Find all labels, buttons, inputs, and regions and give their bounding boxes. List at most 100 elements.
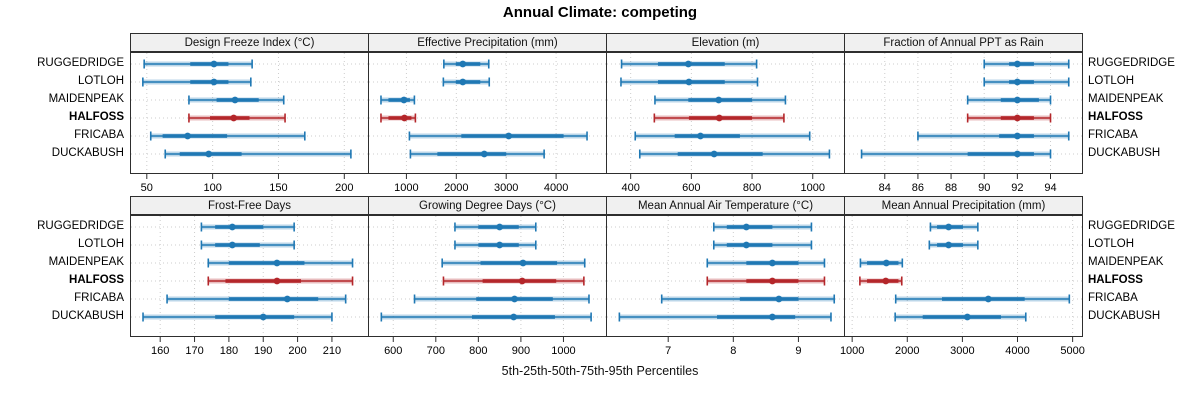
panel-plot-mean-annual-precipitation: 1000 2000 3000 4000 5000 xyxy=(840,215,1085,357)
p25-p75-bar xyxy=(215,315,295,319)
percentile-row-fricaba xyxy=(607,131,844,141)
site-label-left-ruggedridge: RUGGEDRIDGE xyxy=(37,57,124,69)
percentile-row-halfoss xyxy=(607,113,844,123)
axis-tick-label: 92 xyxy=(1011,182,1023,194)
p25-p75-bar xyxy=(967,152,1034,156)
panel-strip-elevation: Elevation (m) xyxy=(606,33,845,52)
median-dot xyxy=(775,295,783,303)
percentile-panel-svg: 1000 2000 3000 4000 xyxy=(369,53,606,194)
percentile-row-fricaba xyxy=(607,294,844,304)
median-dot xyxy=(184,132,192,140)
median-dot xyxy=(273,259,281,267)
site-label-left-maidenpeak: MAIDENPEAK xyxy=(48,93,124,105)
median-dot xyxy=(210,60,218,68)
site-label-left-fricaba: FRICABA xyxy=(74,129,124,141)
axis-tick-label: 1000 xyxy=(551,345,575,357)
p25-p75-bar xyxy=(455,80,481,84)
panel-plot-growing-degree-days: 600 700 800 900 1000 xyxy=(368,215,607,357)
median-dot xyxy=(945,223,953,231)
median-dot xyxy=(205,150,213,158)
panel-strip-frost-free-days: Frost-Free Days xyxy=(130,196,369,215)
percentile-row-ruggedridge xyxy=(845,59,1082,69)
axis-tick-label: 100 xyxy=(203,182,221,194)
percentile-row-maidenpeak xyxy=(845,95,1082,105)
p25-p75-bar xyxy=(210,116,250,120)
median-dot xyxy=(768,277,776,285)
panel-plot-frost-free-days: 160 170 180 190 200 210 xyxy=(130,215,369,357)
percentile-row-lotloh xyxy=(845,240,1082,250)
p25-p75-bar xyxy=(437,152,507,156)
axis-tick-label: 600 xyxy=(384,345,402,357)
axis-tick-label: 4000 xyxy=(544,182,568,194)
site-label-right-duckabush: DUCKABUSH xyxy=(1088,147,1161,159)
site-label-left-halfoss: HALFOSS xyxy=(69,274,124,286)
axis-tick-label: 84 xyxy=(879,182,891,194)
median-dot xyxy=(1013,78,1021,86)
p25-p75-bar xyxy=(480,261,558,265)
site-label-right-halfoss: HALFOSS xyxy=(1088,111,1143,123)
axis-tick-label: 160 xyxy=(151,345,169,357)
strip-title: Effective Precipitation (mm) xyxy=(417,37,558,49)
median-dot xyxy=(519,259,527,267)
p25-p75-bar xyxy=(225,279,302,283)
axis-tick-label: 4000 xyxy=(1005,345,1029,357)
site-label-right-duckabush: DUCKABUSH xyxy=(1088,310,1161,322)
median-dot xyxy=(684,60,692,68)
median-dot xyxy=(459,78,467,86)
p25-p75-bar xyxy=(228,297,319,301)
percentile-row-lotloh xyxy=(845,77,1082,87)
axis-tick-label: 180 xyxy=(220,345,238,357)
panel-strip-design-freeze-index: Design Freeze Index (°C) xyxy=(130,33,369,52)
axis-tick-label: 900 xyxy=(512,345,530,357)
percentile-row-halfoss xyxy=(369,276,606,286)
percentiles-caption: 5th-25th-50th-75th-95th Percentiles xyxy=(501,364,699,378)
median-dot xyxy=(518,277,526,285)
site-label-right-ruggedridge: RUGGEDRIDGE xyxy=(1088,220,1175,232)
percentile-panel-svg: 1000 2000 3000 4000 5000 xyxy=(840,216,1085,357)
percentile-row-lotloh xyxy=(369,77,606,87)
strip-title: Fraction of Annual PPT as Rain xyxy=(883,37,1044,49)
panel-plot-design-freeze-index: 50 100 150 200 xyxy=(130,52,369,194)
panel-plot-elevation: 400 600 800 1000 xyxy=(606,52,845,194)
axis-tick-label: 2000 xyxy=(444,182,468,194)
site-label-right-maidenpeak: MAIDENPEAK xyxy=(1088,256,1164,268)
panel-strip-mean-annual-precipitation: Mean Annual Precipitation (mm) xyxy=(844,196,1083,215)
percentile-row-duckabush xyxy=(131,149,368,159)
p25-p75-bar xyxy=(215,225,264,229)
panel-strip-growing-degree-days: Growing Degree Days (°C) xyxy=(368,196,607,215)
site-label-left-duckabush: DUCKABUSH xyxy=(51,310,124,322)
median-dot xyxy=(496,241,504,249)
p25-p75-bar xyxy=(942,297,1025,301)
axis-tick-label: 94 xyxy=(1044,182,1056,194)
percentile-row-fricaba xyxy=(131,294,368,304)
axis-tick-label: 88 xyxy=(945,182,957,194)
p25-p75-bar xyxy=(1009,62,1034,66)
site-label-left-duckabush: DUCKABUSH xyxy=(51,147,124,159)
percentile-row-fricaba xyxy=(845,131,1082,141)
percentile-row-fricaba xyxy=(845,294,1082,304)
percentile-row-lotloh xyxy=(607,240,844,250)
site-label-left-lotloh: LOTLOH xyxy=(77,75,124,87)
p25-p75-bar xyxy=(677,152,763,156)
axis-tick-label: 2000 xyxy=(895,345,919,357)
median-dot xyxy=(742,241,750,249)
median-dot xyxy=(259,313,267,321)
median-dot xyxy=(505,132,513,140)
median-dot xyxy=(1013,150,1021,158)
axis-tick-label: 86 xyxy=(912,182,924,194)
axis-tick-label: 5000 xyxy=(1060,345,1084,357)
percentile-panel-svg: 7 8 9 xyxy=(607,216,844,357)
median-dot xyxy=(459,60,467,68)
median-dot xyxy=(742,223,750,231)
site-label-left-ruggedridge: RUGGEDRIDGE xyxy=(37,220,124,232)
median-dot xyxy=(882,277,890,285)
percentile-row-duckabush xyxy=(845,312,1082,322)
percentile-row-halfoss xyxy=(369,113,606,123)
p25-p75-bar xyxy=(739,297,799,301)
page-title: Annual Climate: competing xyxy=(502,4,698,21)
median-dot xyxy=(401,114,408,122)
axis-tick-label: 200 xyxy=(288,345,306,357)
median-dot xyxy=(480,150,488,158)
median-dot xyxy=(768,259,776,267)
